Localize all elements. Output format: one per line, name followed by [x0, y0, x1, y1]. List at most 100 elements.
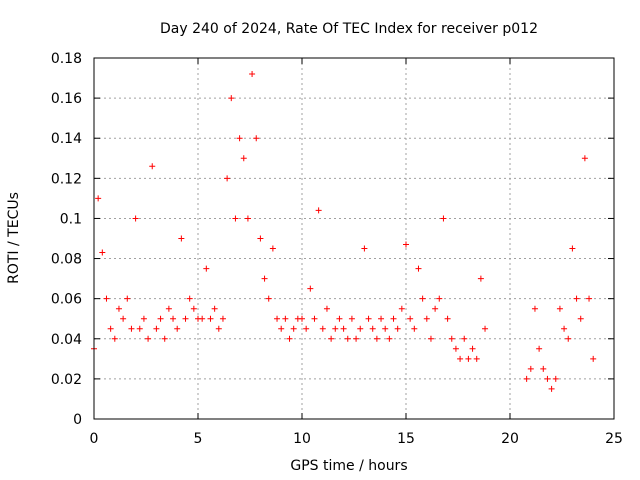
data-point	[228, 95, 235, 102]
data-point	[415, 265, 422, 272]
data-point	[531, 305, 538, 312]
data-point	[398, 305, 405, 312]
data-point	[261, 275, 268, 282]
data-point	[365, 315, 372, 322]
axis-ticks: 0 0.02 0.04 0.06 0.08 0.1 0.12 0.14 0.16 0.18 0 5 10…	[51, 51, 623, 447]
data-point	[132, 215, 139, 222]
grid-lines	[94, 58, 614, 419]
data-point	[282, 315, 289, 322]
data-point	[394, 325, 401, 332]
data-point	[411, 325, 418, 332]
data-point	[556, 305, 563, 312]
data-point	[423, 315, 430, 322]
x-tick-label: 25	[605, 431, 623, 447]
data-point	[286, 335, 293, 342]
data-point	[457, 355, 464, 362]
data-point	[107, 325, 114, 332]
x-tick-label: 0	[90, 431, 99, 447]
data-point	[590, 355, 597, 362]
data-point	[165, 305, 172, 312]
y-axis-title: ROTI / TECUs	[6, 192, 22, 284]
chart-title: Day 240 of 2024, Rate Of TEC Index for r…	[160, 21, 538, 37]
data-point	[199, 315, 206, 322]
data-point	[149, 163, 156, 170]
data-point	[215, 325, 222, 332]
data-point	[432, 305, 439, 312]
data-point	[357, 325, 364, 332]
data-point	[378, 315, 385, 322]
data-point	[174, 325, 181, 332]
data-point	[315, 207, 322, 214]
data-point	[319, 325, 326, 332]
data-point	[253, 135, 260, 142]
data-point	[136, 325, 143, 332]
data-point	[577, 315, 584, 322]
y-tick-label: 0.08	[51, 252, 82, 268]
data-point	[344, 335, 351, 342]
data-point	[161, 335, 168, 342]
y-tick-label: 0.02	[51, 372, 82, 388]
data-point	[240, 155, 247, 162]
data-point	[299, 315, 305, 322]
data-point	[224, 175, 231, 182]
data-point	[128, 325, 135, 332]
data-point	[340, 325, 347, 332]
data-point	[145, 335, 152, 342]
data-point	[265, 295, 272, 302]
data-point	[278, 325, 285, 332]
data-point	[178, 235, 185, 242]
y-tick-label: 0.18	[51, 51, 82, 67]
y-tick-label: 0.14	[51, 131, 82, 147]
data-point	[332, 325, 339, 332]
data-point	[569, 245, 576, 252]
data-point	[232, 215, 239, 222]
data-point	[348, 315, 355, 322]
y-tick-label: 0.04	[51, 332, 82, 348]
data-point	[207, 315, 214, 322]
data-point	[565, 335, 572, 342]
data-point	[303, 325, 310, 332]
data-point	[419, 295, 426, 302]
data-point	[561, 325, 568, 332]
data-point	[269, 245, 276, 252]
data-point	[403, 241, 409, 248]
data-point	[115, 305, 122, 312]
data-point	[336, 315, 343, 322]
data-point	[153, 325, 160, 332]
data-point	[190, 305, 197, 312]
data-point	[407, 315, 414, 322]
data-point	[249, 71, 256, 78]
x-tick-label: 15	[397, 431, 415, 447]
data-point	[448, 335, 455, 342]
data-point	[427, 335, 434, 342]
data-point	[140, 315, 147, 322]
data-point	[523, 375, 530, 382]
data-point	[361, 245, 368, 252]
data-point	[390, 315, 397, 322]
data-point	[548, 385, 555, 392]
data-point	[323, 305, 330, 312]
data-point	[120, 315, 127, 322]
data-point	[440, 215, 447, 222]
y-tick-label: 0.16	[51, 91, 82, 107]
x-tick-label: 5	[194, 431, 203, 447]
data-point	[386, 335, 393, 342]
data-point	[170, 315, 177, 322]
plot-frame	[93, 57, 615, 420]
data-point	[236, 135, 243, 142]
data-point	[573, 295, 580, 302]
data-point	[369, 325, 376, 332]
data-point	[257, 235, 264, 242]
data-point	[382, 325, 389, 332]
y-tick-label: 0.12	[51, 171, 82, 187]
data-point	[527, 365, 534, 372]
data-point	[444, 315, 451, 322]
data-point	[203, 265, 210, 272]
data-points	[91, 71, 597, 392]
data-point	[157, 315, 164, 322]
y-tick-label: 0.06	[51, 292, 82, 308]
data-point	[311, 315, 318, 322]
data-point	[124, 295, 131, 302]
x-tick-label: 20	[501, 431, 519, 447]
